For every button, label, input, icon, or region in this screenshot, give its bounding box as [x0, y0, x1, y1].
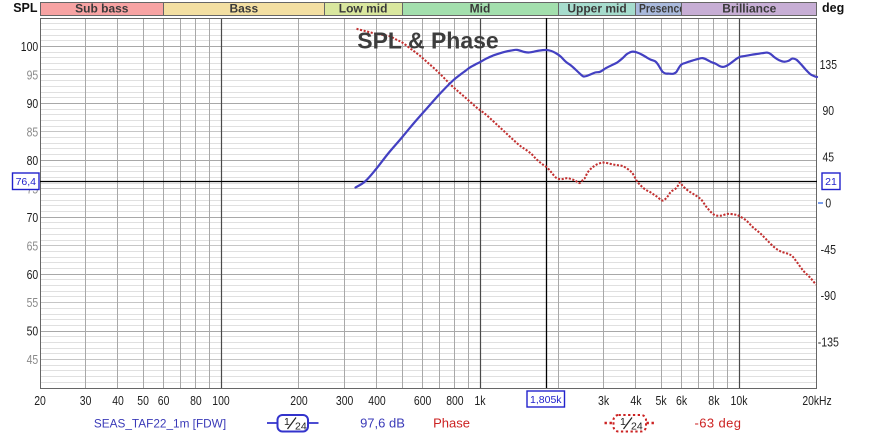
svg-text:5k: 5k [656, 393, 668, 408]
svg-text:Mid: Mid [470, 1, 491, 15]
svg-text:100: 100 [212, 393, 229, 408]
svg-text:30: 30 [80, 393, 92, 408]
svg-text:50: 50 [27, 324, 39, 339]
svg-text:70: 70 [27, 210, 39, 225]
svg-text:65: 65 [27, 238, 39, 253]
svg-text:76,4: 76,4 [16, 176, 37, 188]
svg-text:90: 90 [27, 96, 39, 111]
svg-text:80: 80 [190, 393, 202, 408]
svg-text:55: 55 [27, 295, 39, 310]
svg-text:50: 50 [137, 393, 149, 408]
svg-text:-135: -135 [818, 334, 839, 349]
svg-text:4k: 4k [630, 393, 642, 408]
svg-text:Presence: Presence [639, 1, 685, 15]
svg-text:-63 deg: -63 deg [695, 415, 742, 430]
svg-text:45: 45 [27, 352, 39, 367]
svg-text:20kHz: 20kHz [802, 393, 831, 408]
svg-text:Phase: Phase [433, 415, 470, 430]
svg-text:6k: 6k [676, 393, 688, 408]
svg-text:-90: -90 [821, 288, 836, 303]
svg-text:10k: 10k [731, 393, 748, 408]
svg-text:deg: deg [822, 1, 844, 15]
svg-text:Sub bass: Sub bass [75, 1, 129, 15]
svg-text:-45: -45 [821, 242, 836, 257]
svg-text:Low mid: Low mid [339, 1, 388, 15]
svg-text:40: 40 [112, 393, 124, 408]
svg-text:95: 95 [27, 68, 39, 83]
svg-text:200: 200 [290, 393, 307, 408]
svg-text:1: 1 [284, 416, 290, 428]
svg-text:20: 20 [34, 393, 46, 408]
svg-text:Brilliance: Brilliance [722, 1, 776, 15]
svg-text:300: 300 [336, 393, 353, 408]
svg-text:135: 135 [820, 57, 837, 72]
svg-text:Bass: Bass [229, 1, 258, 15]
svg-text:90: 90 [823, 103, 835, 118]
svg-text:Upper mid: Upper mid [567, 1, 626, 15]
svg-text:8k: 8k [708, 393, 720, 408]
svg-text:24: 24 [631, 421, 643, 433]
svg-text:60: 60 [27, 267, 39, 282]
svg-text:1,805k: 1,805k [530, 394, 562, 406]
svg-text:21: 21 [825, 176, 837, 188]
svg-text:SPL: SPL [13, 1, 38, 15]
svg-text:45: 45 [823, 149, 835, 164]
svg-text:24: 24 [295, 421, 307, 433]
svg-text:0: 0 [825, 196, 831, 211]
svg-text:3k: 3k [598, 393, 610, 408]
svg-text:SPL & Phase: SPL & Phase [357, 27, 498, 53]
svg-text:800: 800 [446, 393, 463, 408]
svg-text:600: 600 [414, 393, 431, 408]
svg-text:80: 80 [27, 153, 39, 168]
svg-text:97,6 dB: 97,6 dB [360, 415, 405, 430]
svg-text:400: 400 [368, 393, 385, 408]
svg-text:60: 60 [158, 393, 170, 408]
svg-text:100: 100 [21, 39, 38, 54]
svg-text:1: 1 [620, 416, 626, 428]
svg-text:85: 85 [27, 124, 39, 139]
svg-text:SEAS_TAF22_1m [FDW]: SEAS_TAF22_1m [FDW] [94, 416, 226, 430]
svg-text:1k: 1k [474, 393, 486, 408]
